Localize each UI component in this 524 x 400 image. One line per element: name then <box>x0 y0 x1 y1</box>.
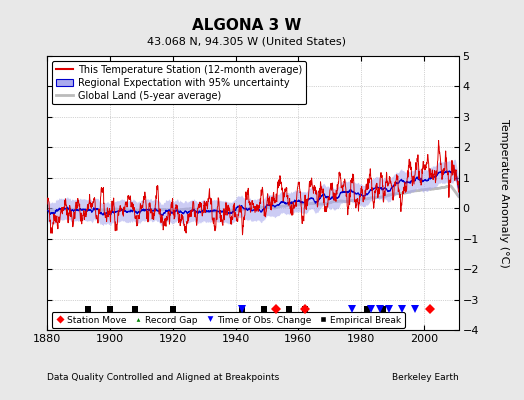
Text: Berkeley Earth: Berkeley Earth <box>392 374 458 382</box>
Text: ALGONA 3 W: ALGONA 3 W <box>192 18 301 34</box>
Legend: Station Move, Record Gap, Time of Obs. Change, Empirical Break: Station Move, Record Gap, Time of Obs. C… <box>52 312 405 328</box>
Y-axis label: Temperature Anomaly (°C): Temperature Anomaly (°C) <box>499 119 509 267</box>
Text: Data Quality Controlled and Aligned at Breakpoints: Data Quality Controlled and Aligned at B… <box>47 374 279 382</box>
Text: 43.068 N, 94.305 W (United States): 43.068 N, 94.305 W (United States) <box>147 37 346 47</box>
